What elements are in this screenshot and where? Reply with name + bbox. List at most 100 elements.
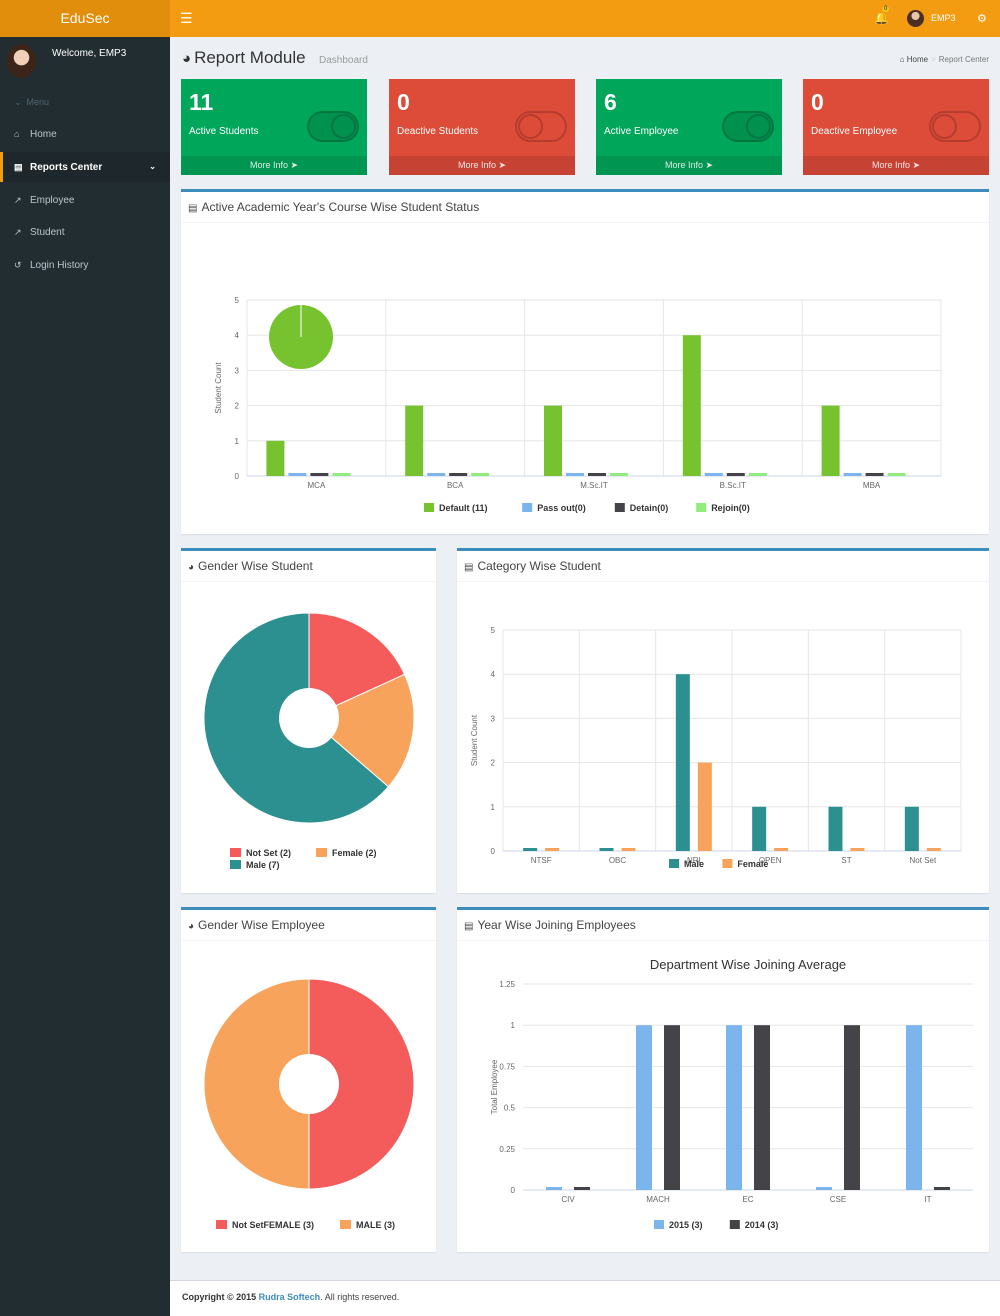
bar-m-sc-it: [588, 473, 606, 476]
bar-mba: [843, 473, 862, 476]
bar-not-set: [904, 806, 919, 851]
user-menu[interactable]: EMP3: [931, 13, 956, 23]
bar-st: [828, 806, 843, 851]
legend-swatch: [654, 1220, 664, 1229]
menu-toggle-icon[interactable]: ☰: [180, 10, 193, 26]
panel-title: ▤ Category Wise Student: [464, 559, 601, 573]
bar-chart-icon: ▤: [188, 203, 198, 214]
legend-item: Female (2): [332, 848, 377, 858]
toggle-on-icon: [722, 111, 774, 142]
legend-swatch: [230, 860, 241, 869]
legend-item: Male (7): [246, 860, 280, 870]
legend-swatch: [230, 848, 241, 857]
toggle-off-icon: [929, 111, 981, 142]
breadcrumb-home-label: Home: [906, 55, 929, 64]
pie-slice: [308, 978, 415, 1190]
y-axis-title: Total Employee: [490, 1059, 499, 1114]
x-tick-label: CIV: [561, 1195, 575, 1204]
more-info-link[interactable]: More Info ➤: [596, 156, 782, 175]
legend-item: Not SetFEMALE (3): [232, 1220, 314, 1230]
x-tick-label: ST: [841, 856, 851, 865]
gender-employee-pie-chart: Not SetFEMALE (3) MALE (3): [203, 978, 415, 1230]
stat-value: 6: [604, 89, 617, 115]
bar-ntsf: [523, 848, 538, 851]
pie-hole: [279, 688, 339, 748]
more-info-link[interactable]: More Info ➤: [803, 156, 989, 175]
user-avatar[interactable]: [907, 10, 924, 27]
bar-b-sc-it: [704, 473, 723, 476]
notifications-button[interactable]: 🔔 0: [874, 6, 890, 25]
more-info-link[interactable]: More Info ➤: [389, 156, 575, 175]
sidebar-item-employee[interactable]: ↗ Employee: [0, 185, 170, 215]
bar-mca: [332, 473, 351, 476]
page-title-text: Report Module: [194, 48, 306, 67]
home-icon: ⌂: [14, 129, 20, 139]
arrow-circle-right-icon: ➤: [912, 160, 921, 170]
bar-m-sc-it: [544, 405, 562, 476]
sidebar-item-reports-center[interactable]: ▤ Reports Center ⌄: [0, 152, 170, 182]
footer: Copyright © 2015 Rudra Softech. All righ…: [170, 1280, 1000, 1316]
legend-item: Default (11): [439, 503, 488, 513]
bar-mach: [664, 1025, 680, 1190]
brand-link[interactable]: Rudra Softech: [258, 1292, 321, 1302]
legend-swatch: [722, 859, 733, 868]
x-tick-label: B.Sc.IT: [720, 481, 746, 490]
settings-share-icon[interactable]: ⚙: [977, 13, 987, 25]
sidebar-item-student[interactable]: ↗ Student: [0, 217, 170, 247]
menu-header-label: Menu: [26, 97, 50, 107]
sidebar: Welcome, EMP3 ⌄ Menu ⌂ Home ▤ Reports Cent…: [0, 37, 170, 1316]
bar-nri: [697, 762, 712, 851]
line-chart-icon: ↗: [14, 227, 22, 237]
bar-m-sc-it: [566, 473, 584, 476]
rights-text: . All rights reserved.: [320, 1292, 400, 1302]
y-tick-label: 3: [491, 714, 496, 723]
arrow-circle-right-icon: ➤: [705, 160, 714, 170]
bar-cse: [816, 1187, 832, 1190]
bar-b-sc-it: [682, 335, 701, 476]
toggle-off-icon: [515, 111, 567, 142]
breadcrumb-current: Report Center: [938, 55, 989, 64]
bar-it: [906, 1025, 922, 1190]
sidebar-item-label: Home: [30, 129, 57, 140]
y-tick-label: 1: [235, 437, 240, 446]
panel-title: ▤ Active Academic Year's Course Wise Stud…: [188, 200, 480, 214]
bar-mca: [266, 440, 285, 476]
x-tick-label: OPEN: [759, 856, 782, 865]
legend-item: Rejoin(0): [711, 503, 750, 513]
bar-chart-icon: ▤: [464, 562, 474, 573]
more-info-link[interactable]: More Info ➤: [181, 156, 367, 175]
breadcrumb-home[interactable]: ⌂ Home: [900, 55, 928, 64]
stat-value: 0: [811, 89, 824, 115]
app-logo[interactable]: EduSec: [0, 0, 170, 37]
sidebar-avatar: [7, 44, 36, 78]
y-tick-label: 0: [235, 472, 240, 481]
pie-chart-icon: ◕: [188, 921, 195, 932]
stat-box-deactive-students: 0 Deactive Students More Info ➤: [389, 79, 575, 175]
y-tick-label: 0: [491, 847, 496, 856]
chevron-down-icon: ⌄: [149, 162, 156, 171]
bell-icon: 🔔: [874, 11, 889, 25]
bar-b-sc-it: [726, 473, 745, 476]
legend-item: 2015 (3): [669, 1220, 703, 1230]
bar-mca: [310, 473, 329, 476]
sidebar-item-login-history[interactable]: ↺ Login History: [0, 250, 170, 280]
stat-label: Deactive Students: [397, 126, 479, 137]
bar-open: [752, 806, 767, 851]
stat-box-active-employee: 6 Active Employee More Info ➤: [596, 79, 782, 175]
y-axis-title: Student Count: [214, 362, 223, 414]
sidebar-item-home[interactable]: ⌂ Home: [0, 119, 170, 149]
pie-chart-icon: ◕: [188, 562, 195, 573]
y-tick-label: 5: [491, 626, 496, 635]
y-tick-label: 2: [235, 402, 240, 411]
page-title: ◕ Report Module: [182, 48, 306, 68]
dashboard-icon: ◕: [182, 50, 192, 67]
sidebar-item-label: Login History: [30, 260, 89, 271]
menu-header[interactable]: ⌄ Menu: [14, 97, 50, 107]
bar-not-set: [926, 848, 941, 851]
gender-student-pie-chart: Not Set (2) Female (2) Male (7): [203, 612, 415, 870]
y-tick-label: 4: [491, 670, 496, 679]
home-icon: ⌂: [899, 55, 905, 64]
page-subtitle: Dashboard: [319, 55, 368, 66]
pie-slice: [308, 612, 406, 719]
panel-title: ◕ Gender Wise Employee: [188, 918, 325, 932]
